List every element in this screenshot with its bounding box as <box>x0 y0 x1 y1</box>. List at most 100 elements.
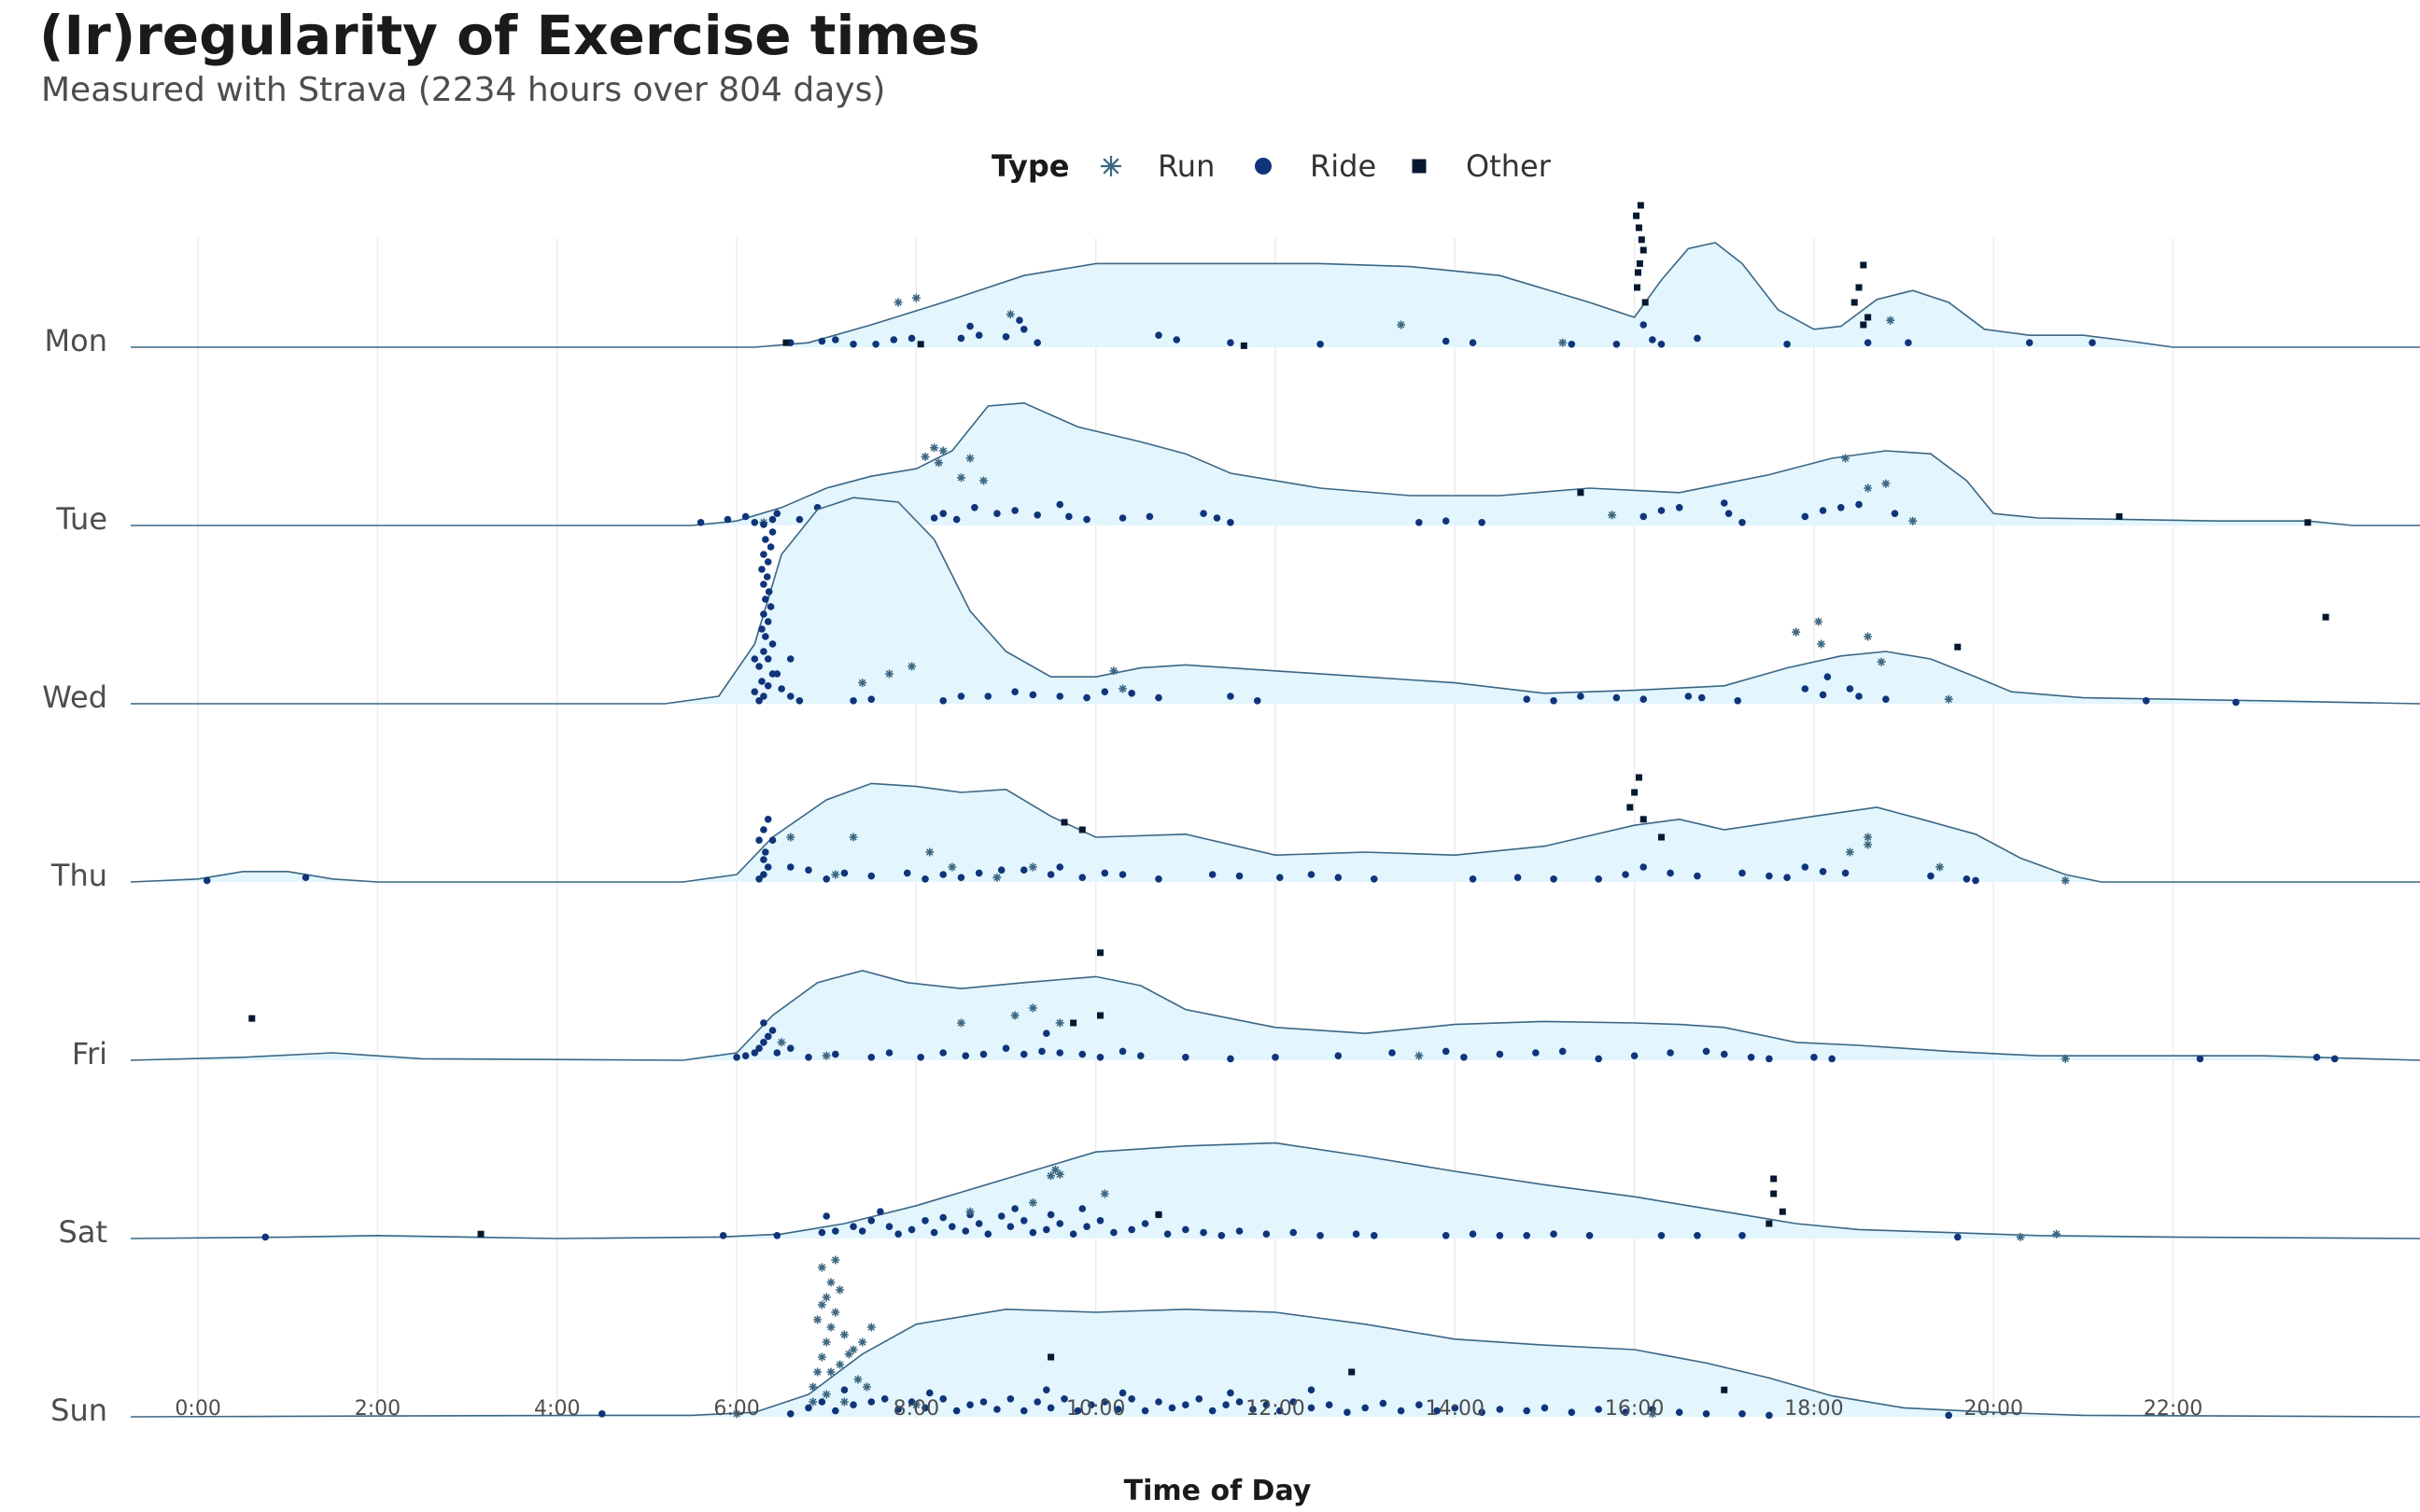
density-line <box>130 1141 2420 1239</box>
ride-point <box>1855 500 1863 509</box>
other-point <box>1631 789 1639 796</box>
density-line <box>130 1308 2420 1418</box>
ride-point <box>939 510 948 517</box>
ride-point <box>741 512 750 521</box>
run-point <box>786 833 795 842</box>
ride-point <box>758 678 766 685</box>
ride-point <box>1697 693 1706 702</box>
density-line <box>130 970 2420 1061</box>
ride-point <box>867 1217 876 1225</box>
ride-point <box>760 693 767 700</box>
ride-point <box>1307 1386 1316 1393</box>
ride-point <box>1096 1054 1104 1061</box>
ride-point <box>1056 693 1064 700</box>
other-point <box>477 1230 485 1238</box>
ride-point <box>760 826 767 833</box>
ride-point <box>1227 693 1234 700</box>
ride-point <box>1016 316 1023 325</box>
ride-point <box>1227 519 1234 526</box>
ride-point <box>1217 1232 1226 1239</box>
other-point <box>1721 1386 1728 1393</box>
run-point <box>1028 1003 1037 1013</box>
ride-point <box>773 1232 781 1239</box>
ride-point <box>1657 341 1666 348</box>
ride-point <box>1173 336 1181 343</box>
ride-point <box>1478 1408 1485 1416</box>
ride-point <box>1029 691 1037 699</box>
ride-point <box>1083 1223 1090 1230</box>
run-point <box>930 443 939 453</box>
ride-point <box>1558 1047 1567 1056</box>
run-point <box>839 1330 849 1339</box>
ride-point <box>1020 866 1028 874</box>
ride-point <box>2196 1055 2204 1063</box>
ride-point <box>724 515 732 524</box>
run-point <box>817 1263 826 1272</box>
ride-point <box>939 871 948 878</box>
ride-point <box>1585 1232 1594 1239</box>
ride-point <box>885 1223 893 1230</box>
ride-point <box>786 1410 795 1418</box>
ride-point <box>1639 863 1648 871</box>
ride-point <box>1694 1232 1701 1239</box>
ride-point <box>1612 341 1621 348</box>
ride-point <box>764 863 772 871</box>
ride-point <box>1101 688 1109 695</box>
ride-point <box>2142 697 2150 705</box>
day-label: Fri <box>72 1036 107 1071</box>
run-point <box>1864 833 1873 842</box>
ride-point <box>760 551 767 558</box>
run-point <box>957 1018 965 1028</box>
density-area <box>131 971 2420 1060</box>
ride-point <box>908 334 916 343</box>
run-point <box>817 1352 826 1362</box>
ride-point <box>867 695 876 703</box>
ride-point <box>939 1049 948 1057</box>
ride-point <box>850 1223 857 1230</box>
ride-point <box>922 1217 929 1225</box>
ride-point <box>832 1050 839 1058</box>
ride-point <box>1496 1050 1504 1058</box>
ride-point <box>1469 875 1477 883</box>
ride-point <box>984 1230 992 1238</box>
ridges: Mon Tue Wed Thu Fri Sat Sun <box>42 202 2420 1428</box>
run-point <box>911 1400 921 1409</box>
ride-point <box>203 876 211 885</box>
ride-point <box>1675 1408 1683 1416</box>
other-point <box>917 341 924 348</box>
density-line <box>131 242 2420 348</box>
ride-point <box>1200 1228 1207 1237</box>
run-point <box>1648 1409 1657 1419</box>
run-point <box>1864 483 1873 493</box>
run-point <box>866 1323 876 1332</box>
ride-point <box>1056 1049 1064 1057</box>
legend-title: Type <box>992 148 1070 184</box>
ride-point <box>818 1228 826 1237</box>
ride-point <box>1738 1232 1746 1239</box>
day-label: Wed <box>42 679 107 715</box>
run-point <box>1558 338 1568 347</box>
ride-point <box>1262 1230 1271 1238</box>
ride-point <box>872 341 879 348</box>
ride-point <box>922 1404 929 1412</box>
ride-point <box>1550 1230 1557 1238</box>
ride-point <box>768 836 777 844</box>
ride-point <box>1841 869 1850 877</box>
ride-point <box>762 536 769 543</box>
ride-point <box>903 869 911 877</box>
run-point <box>1109 666 1119 676</box>
ride-point <box>877 1208 884 1215</box>
other-point <box>248 1015 256 1022</box>
ride-point <box>773 1049 781 1057</box>
other-point <box>1070 1019 1077 1027</box>
legend-ride-icon <box>1255 158 1272 175</box>
ride-point <box>1657 1232 1666 1239</box>
ride-point <box>1550 697 1557 705</box>
ride-point <box>1675 504 1683 511</box>
ride-point <box>1020 1217 1028 1225</box>
x-tick-label: 18:00 <box>1784 1397 1843 1421</box>
run-point <box>831 1308 840 1317</box>
ride-point <box>1523 695 1531 703</box>
ride-point <box>760 1019 767 1027</box>
ride-point <box>1182 1054 1189 1061</box>
